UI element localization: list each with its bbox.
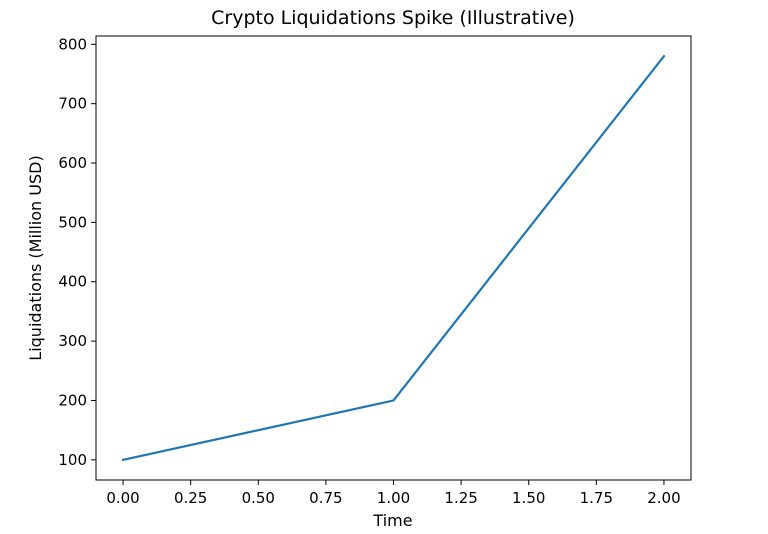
plot-frame [95, 35, 692, 481]
x-tick-label: 0.75 [309, 489, 342, 507]
y-tick-label: 700 [58, 95, 87, 113]
x-axis-label: Time [372, 511, 412, 530]
x-tick-label: 1.50 [512, 489, 545, 507]
x-tick-label: 1.25 [444, 489, 477, 507]
x-tick-label: 2.00 [647, 489, 680, 507]
x-tick-label: 1.00 [377, 489, 410, 507]
x-tick-label: 0.50 [242, 489, 275, 507]
y-tick-label: 200 [58, 391, 87, 409]
y-tick-label: 500 [58, 213, 87, 231]
x-tick-label: 0.25 [174, 489, 207, 507]
y-tick-label: 600 [58, 154, 87, 172]
y-tick-label: 300 [58, 332, 87, 350]
y-tick-label: 800 [58, 35, 87, 53]
series-line [121, 54, 666, 462]
plot-area: 0.00 0.25 0.50 0.75 1.00 1.25 1.50 1.75 2.00 100 2… [58, 35, 692, 507]
y-tick-label: 100 [58, 451, 87, 469]
y-tick-label: 400 [58, 273, 87, 291]
x-tick-label: 1.75 [580, 489, 613, 507]
chart-title: Crypto Liquidations Spike (Illustrative) [211, 7, 575, 29]
y-axis-label: Liquidations (Million USD) [26, 155, 45, 360]
x-tick-label: 0.00 [106, 489, 139, 507]
